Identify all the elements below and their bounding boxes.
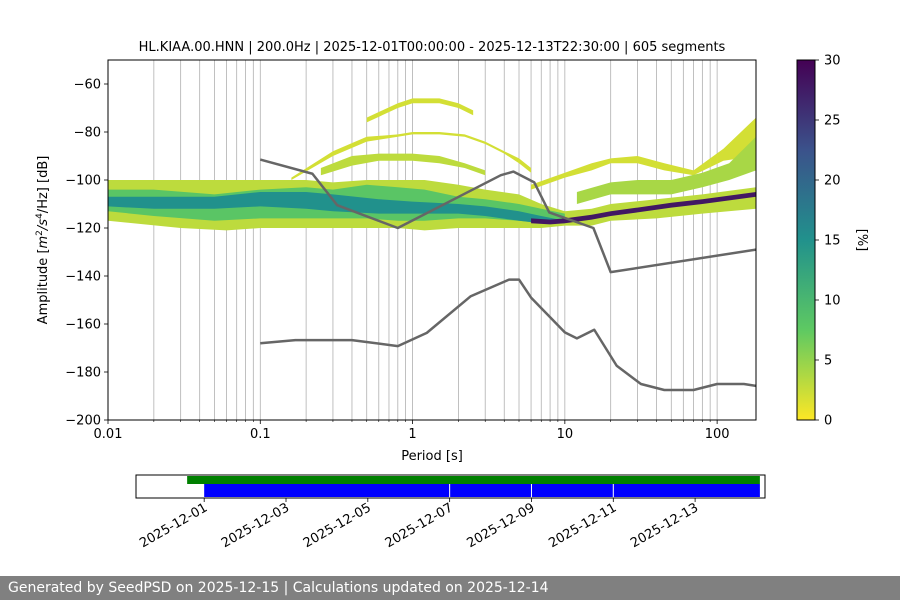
timeline-bar-green <box>187 476 760 484</box>
x-tick-label: 10 <box>557 427 574 442</box>
x-axis-label: Period [s] <box>401 449 463 464</box>
timeline-bars <box>187 476 760 497</box>
density-patch <box>576 136 756 204</box>
colorbar-tick-label: 15 <box>824 234 841 249</box>
colorbar <box>796 59 816 421</box>
density-patch <box>366 98 474 123</box>
colorbar-label: [%] <box>854 229 869 252</box>
y-axis-label: Amplitude [m2/s4/Hz] [dB] <box>35 156 51 325</box>
x-tick-label: 100 <box>705 427 730 442</box>
y-tick-label: −180 <box>65 366 101 381</box>
high-noise-model-line <box>259 158 756 274</box>
density-patch <box>320 153 486 176</box>
timeline-ticks: 2025-12-01 2025-12-03 2025-12-05 2025-12-07… <box>137 498 701 551</box>
timeline-tick-label: 2025-12-13 <box>628 500 701 551</box>
chart-title: HL.KIAA.00.HNN | 200.0Hz | 2025-12-01T00… <box>139 40 726 55</box>
density-patch <box>531 117 756 190</box>
density-layer <box>108 98 756 231</box>
colorbar-tick-label: 10 <box>824 294 841 309</box>
footer-text: Generated by SeedPSD on 2025-12-15 | Cal… <box>0 576 900 600</box>
low-noise-model-line <box>260 278 756 392</box>
plot-area <box>108 60 756 420</box>
density-band <box>108 192 565 224</box>
density-patch <box>291 132 532 180</box>
y-tick-label: −160 <box>65 318 101 333</box>
timeline-tick-label: 2025-12-07 <box>383 500 456 551</box>
grid-lines <box>107 60 718 420</box>
noise-model-layer <box>259 158 756 392</box>
timeline-bar-blue <box>204 484 760 497</box>
y-tick-label: −120 <box>65 222 101 237</box>
timeline-tick-label: 2025-12-05 <box>301 500 374 551</box>
plot-frame <box>107 59 757 421</box>
x-axis-ticks: 0.01 0.1 1 10 100 <box>94 420 730 442</box>
y-tick-label: −60 <box>74 78 101 93</box>
y-tick-label: −200 <box>65 414 101 429</box>
x-tick-label: 1 <box>408 427 416 442</box>
y-tick-label: −140 <box>65 270 101 285</box>
figure: HL.KIAA.00.HNN | 200.0Hz | 2025-12-01T00… <box>35 40 869 551</box>
colorbar-tick-label: 5 <box>824 354 832 369</box>
colorbar-ticks: 0 5 10 15 20 25 30 <box>815 54 841 429</box>
timeline-tick-label: 2025-12-03 <box>219 500 292 551</box>
colorbar-tick-label: 0 <box>824 414 832 429</box>
colorbar-tick-label: 20 <box>824 174 841 189</box>
colorbar-tick-label: 30 <box>824 54 841 69</box>
y-tick-label: −80 <box>74 126 101 141</box>
x-tick-label: 0.1 <box>250 427 271 442</box>
y-axis-ticks: −60 −80 −100 −120 −140 −160 −180 −200 <box>65 78 108 429</box>
timeline-tick-label: 2025-12-01 <box>137 500 210 551</box>
timeline-tick-label: 2025-12-09 <box>465 500 538 551</box>
x-tick-label: 0.01 <box>94 427 123 442</box>
y-tick-label: −100 <box>65 174 101 189</box>
density-band <box>531 192 756 225</box>
timeline-tick-label: 2025-12-11 <box>546 500 619 551</box>
colorbar-tick-label: 25 <box>824 114 841 129</box>
